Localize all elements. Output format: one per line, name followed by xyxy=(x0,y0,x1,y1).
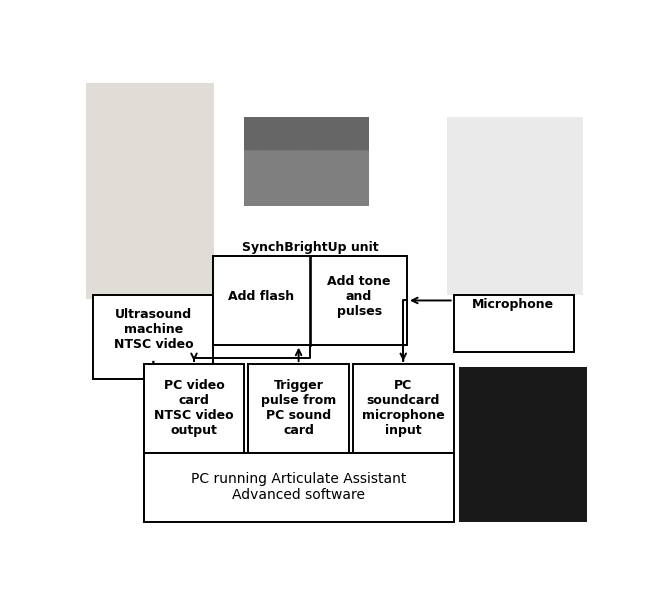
Bar xyxy=(144,453,454,522)
Bar xyxy=(454,295,574,352)
Bar xyxy=(144,364,244,453)
Text: Microphone: Microphone xyxy=(472,298,554,311)
Text: PC running Articulate Assistant
Advanced software: PC running Articulate Assistant Advanced… xyxy=(191,472,406,502)
Bar xyxy=(214,256,407,345)
Text: Add flash: Add flash xyxy=(229,290,295,303)
Text: SynchBrightUp unit: SynchBrightUp unit xyxy=(242,241,379,254)
Bar xyxy=(93,295,214,380)
Text: Add tone
and
pulses: Add tone and pulses xyxy=(327,275,391,318)
Text: Ultrasound
machine
NTSC video
.: Ultrasound machine NTSC video . xyxy=(114,308,193,366)
Text: Trigger
pulse from
PC sound
card: Trigger pulse from PC sound card xyxy=(261,379,336,437)
Text: PC
soundcard
microphone
input: PC soundcard microphone input xyxy=(362,379,445,437)
Bar xyxy=(353,364,454,453)
Text: PC video
card
NTSC video
output: PC video card NTSC video output xyxy=(154,379,234,437)
Bar xyxy=(248,364,349,453)
